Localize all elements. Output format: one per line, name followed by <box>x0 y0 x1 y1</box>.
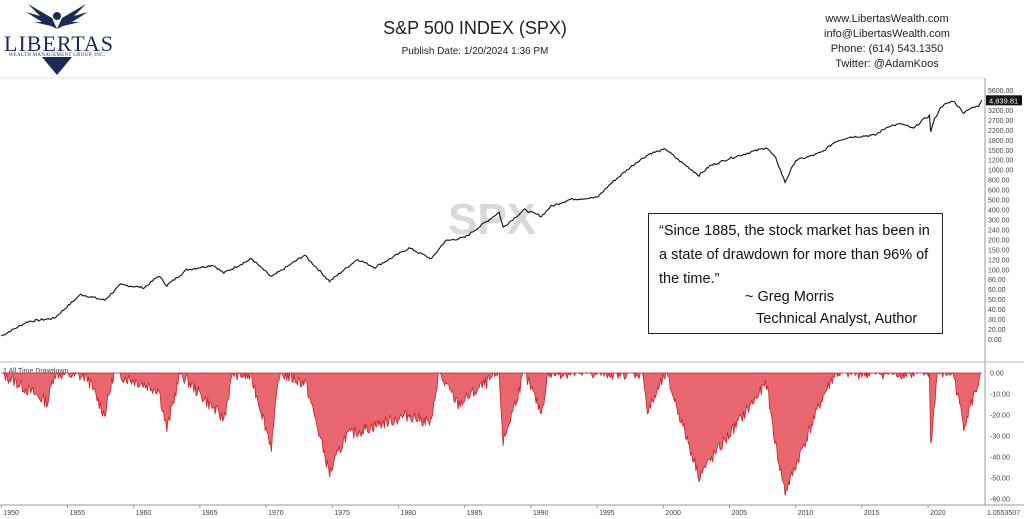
contact-block: www.LibertasWealth.com info@LibertasWeal… <box>792 12 982 72</box>
price-tick-label: 50.00 <box>988 297 1006 304</box>
x-tick-label: 1990 <box>533 510 549 517</box>
price-tick-label: 600.00 <box>988 188 1010 195</box>
price-tick-label: 0.00 <box>988 337 1002 344</box>
x-tick-label: 2015 <box>864 510 880 517</box>
quote-text: “Since 1885, the stock market has been i… <box>659 223 930 287</box>
price-tick-label: 2200.00 <box>988 128 1013 135</box>
price-tick-label: 1200.00 <box>988 158 1013 165</box>
price-tick-label: 240.00 <box>988 227 1010 234</box>
price-tick-label: 5600.00 <box>988 88 1013 95</box>
price-tick-label: 2700.00 <box>988 118 1013 125</box>
drawdown-panel-label: 1 All Time Drawdown <box>3 368 68 375</box>
x-tick-label: 1960 <box>136 510 152 517</box>
price-axis: 5600.003900.003200.002700.002200.001800.… <box>988 88 1013 344</box>
drawdown-tick-label: -40.00 <box>990 455 1010 462</box>
x-edge-label: 1.0553507 <box>987 510 1020 517</box>
drawdown-tick-label: -10.00 <box>990 392 1010 399</box>
chart-frame <box>0 77 1024 506</box>
x-axis: 1950 1955 1960 1965 1970 1975 1980 1985 1990 1995… <box>0 505 1020 517</box>
price-tick-label: 150.00 <box>988 247 1010 254</box>
price-tick-label: 40.00 <box>988 307 1006 314</box>
spx-chart: SPX 1 All Time Drawdown 5600.003900.0032… <box>0 77 1024 517</box>
eagle-icon <box>26 4 88 29</box>
x-tick-label: 1970 <box>268 510 284 517</box>
price-tick-label: 3200.00 <box>988 108 1013 115</box>
price-line <box>1 100 983 337</box>
drawdown-tick-label: -30.00 <box>990 434 1010 441</box>
publish-date: Publish Date: 1/20/2024 1:36 PM <box>401 46 549 57</box>
email-link[interactable]: info@LibertasWealth.com <box>824 28 950 40</box>
price-tick-label: 500.00 <box>988 198 1010 205</box>
price-tick-label: 20.00 <box>988 327 1006 334</box>
x-tick-label: 1955 <box>70 510 86 517</box>
price-tick-label: 100.00 <box>988 267 1010 274</box>
price-tick-label: 300.00 <box>988 218 1010 225</box>
x-tick-label: 1980 <box>401 510 417 517</box>
drawdown-tick-label: 0.00 <box>990 371 1004 378</box>
logo-brand-text: LIBERTAS <box>4 31 115 56</box>
drawdown-tick-label: -60.00 <box>990 497 1010 504</box>
last-price-value: 4,839.81 <box>989 96 1018 105</box>
logo-sub-text: WEALTH MANAGEMENT GROUP, INC. <box>8 53 106 58</box>
x-tick-label: 2020 <box>930 510 946 517</box>
website-link[interactable]: www.LibertasWealth.com <box>825 13 949 25</box>
price-tick-label: 800.00 <box>988 178 1010 185</box>
price-tick-label: 1800.00 <box>988 138 1013 145</box>
x-tick-label: 1995 <box>599 510 615 517</box>
price-tick-label: 400.00 <box>988 208 1010 215</box>
twitter-handle[interactable]: Twitter: @AdamKoos <box>835 58 939 70</box>
drawdown-axis: 0.00 -10.00 -20.00 -30.00 -40.00 -50.00 -60.00 <box>990 371 1010 504</box>
price-tick-label: 1000.00 <box>988 168 1013 175</box>
quote-box: “Since 1885, the stock market has been i… <box>648 213 943 334</box>
price-tick-label: 120.00 <box>988 257 1010 264</box>
price-tick-label: 30.00 <box>988 317 1006 324</box>
price-tick-label: 60.00 <box>988 287 1006 294</box>
drawdown-area <box>1 371 982 496</box>
x-tick-label: 2005 <box>732 510 748 517</box>
last-price-badge: 4,839.81 <box>986 95 1022 106</box>
last-price-badge-bg <box>986 95 1022 106</box>
x-tick-label: 2000 <box>665 510 681 517</box>
price-tick-label: 200.00 <box>988 237 1010 244</box>
spx-watermark: SPX <box>448 195 536 244</box>
drawdown-tick-label: -50.00 <box>990 476 1010 483</box>
x-tick-label: 1950 <box>3 510 19 517</box>
quote-author: ~ Greg Morris <box>745 289 835 305</box>
price-tick-label: 80.00 <box>988 277 1006 284</box>
phone-text: Phone: (614) 543.1350 <box>830 43 944 55</box>
x-tick-label: 1985 <box>467 510 483 517</box>
quote-author-role: Technical Analyst, Author <box>756 311 918 327</box>
x-tick-label: 1975 <box>334 510 350 517</box>
price-tick-label: 1500.00 <box>988 148 1013 155</box>
logo-shield-icon <box>42 57 72 75</box>
drawdown-tick-label: -20.00 <box>990 413 1010 420</box>
chart-title: S&P 500 INDEX (SPX) <box>383 18 567 38</box>
x-tick-label: 1965 <box>202 510 218 517</box>
libertas-logo: LIBERTAS WEALTH MANAGEMENT GROUP, INC. <box>4 2 115 75</box>
x-tick-label: 2010 <box>798 510 814 517</box>
